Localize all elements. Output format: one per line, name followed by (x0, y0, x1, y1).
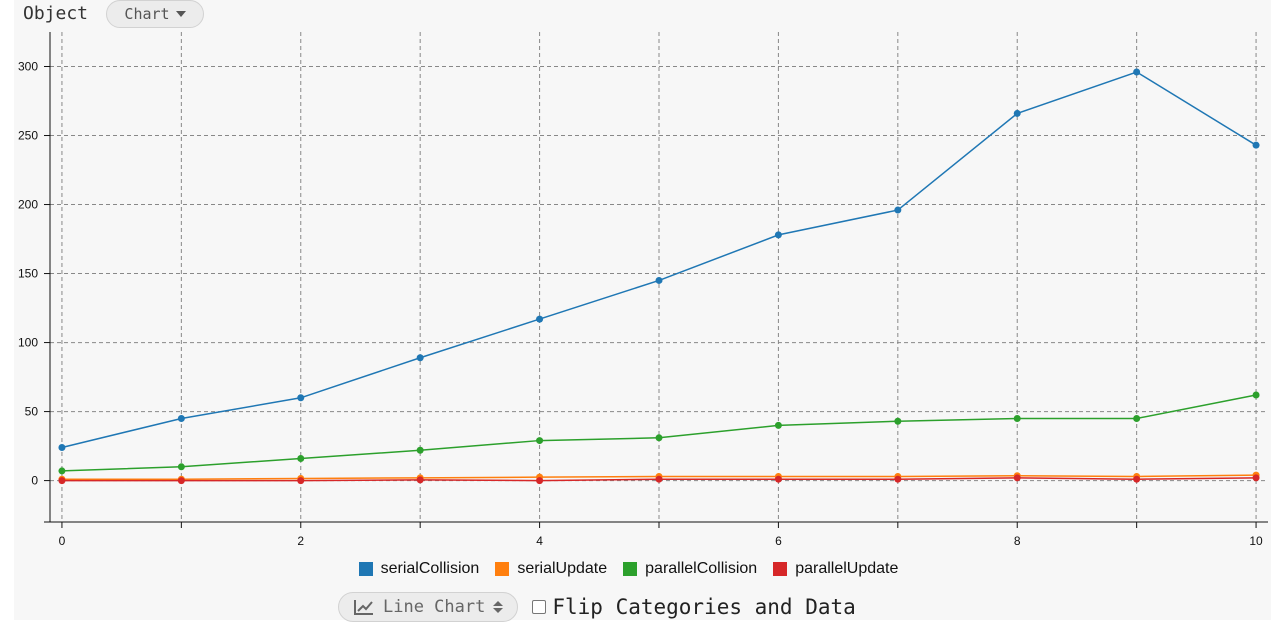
data-point (774, 475, 782, 483)
series-parallelUpdate (58, 474, 1260, 485)
line-chart: 0 50 100 150 200 250 300 0 2 4 6 8 10 (18, 32, 1268, 548)
view-mode-dropdown[interactable]: Chart (106, 0, 204, 28)
data-point (536, 315, 544, 323)
view-mode-label: Chart (124, 5, 170, 23)
series-group (58, 68, 1260, 485)
data-point (58, 443, 66, 451)
legend-label: parallelUpdate (795, 560, 899, 577)
legend-label: serialCollision (380, 560, 480, 577)
data-point (536, 477, 544, 485)
x-tick-label: 2 (297, 534, 304, 548)
data-point (894, 417, 902, 425)
x-tick-label: 8 (1014, 534, 1021, 548)
data-point (536, 437, 544, 445)
y-tick-label: 300 (18, 60, 38, 74)
flip-label: Flip Categories and Data (552, 595, 856, 619)
y-tick-label: 200 (18, 198, 38, 212)
data-point (1133, 68, 1141, 76)
legend-item: serialCollision (358, 560, 480, 578)
data-point (1013, 474, 1021, 482)
chart-controls: Line Chart Flip Categories and Data (338, 592, 856, 622)
legend-item: parallelCollision (623, 560, 757, 578)
data-point (1133, 475, 1141, 483)
data-point (894, 206, 902, 214)
series-parallelCollision (58, 391, 1260, 475)
legend-swatch (623, 562, 638, 576)
flip-toggle[interactable]: Flip Categories and Data (532, 595, 856, 619)
y-tick-label: 50 (25, 405, 39, 419)
data-point (894, 475, 902, 483)
x-tick-label: 6 (775, 534, 782, 548)
data-point (1252, 391, 1260, 399)
data-point (297, 477, 305, 485)
data-point (1252, 474, 1260, 482)
legend: serialCollision serialUpdate parallelColli… (0, 560, 1257, 578)
data-point (1252, 141, 1260, 149)
y-tick-label: 0 (31, 474, 38, 488)
chart-type-label: Line Chart (383, 597, 486, 617)
data-point (177, 463, 185, 471)
data-point (655, 434, 663, 442)
legend-item: parallelUpdate (773, 560, 898, 578)
flip-checkbox[interactable] (532, 600, 547, 614)
caret-down-icon (175, 11, 186, 17)
chart-panel (14, 0, 1271, 620)
data-point (58, 467, 66, 475)
legend-swatch (773, 562, 788, 576)
x-tick-label: 10 (1249, 534, 1263, 548)
data-point (416, 446, 424, 454)
series-serialCollision (58, 68, 1260, 451)
data-point (177, 477, 185, 485)
legend-item: serialUpdate (495, 560, 607, 578)
legend-swatch (495, 562, 510, 576)
data-point (177, 414, 185, 422)
legend-label: serialUpdate (517, 560, 608, 577)
y-tick-label: 100 (18, 336, 38, 350)
data-point (58, 477, 66, 485)
legend-label: parallelCollision (645, 560, 758, 577)
axes: 0 50 100 150 200 250 300 0 2 4 6 8 10 (18, 32, 1268, 548)
data-point (297, 455, 305, 463)
y-tick-label: 250 (18, 129, 38, 143)
chart-type-select[interactable]: Line Chart (338, 592, 519, 622)
x-tick-label: 4 (536, 534, 543, 548)
y-tick-label: 150 (18, 267, 38, 281)
data-point (1133, 414, 1141, 422)
data-point (1013, 109, 1021, 117)
data-point (416, 476, 424, 484)
data-point (655, 276, 663, 284)
page-title: Object (23, 3, 89, 24)
data-point (655, 475, 663, 483)
x-tick-label: 0 (59, 534, 66, 548)
data-point (774, 231, 782, 239)
sort-icon (493, 601, 504, 613)
line-chart-icon (354, 600, 373, 615)
data-point (774, 421, 782, 429)
legend-swatch (358, 562, 373, 576)
grid-lines (50, 32, 1268, 522)
data-point (1013, 414, 1021, 422)
data-point (416, 354, 424, 362)
data-point (297, 394, 305, 402)
